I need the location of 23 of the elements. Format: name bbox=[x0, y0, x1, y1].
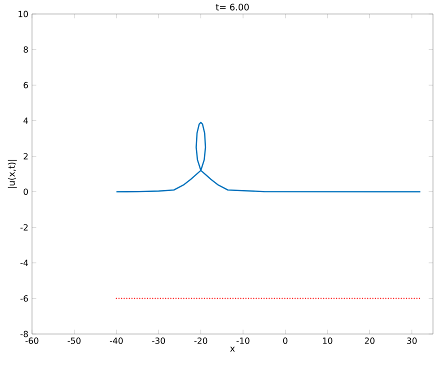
x-tick-label: -50 bbox=[68, 338, 81, 344]
y-tick-label: 4 bbox=[24, 118, 28, 124]
x-tick-label: 30 bbox=[407, 338, 417, 344]
y-tick-label: 8 bbox=[24, 46, 28, 53]
y-tick-label: 10 bbox=[18, 10, 28, 18]
x-tick-label: -30 bbox=[152, 338, 165, 344]
y-tick-label: 2 bbox=[24, 153, 28, 160]
x-tick-label: -40 bbox=[110, 338, 123, 344]
x-tick-label: 0 bbox=[283, 338, 288, 344]
y-tick-label: -2 bbox=[20, 224, 28, 230]
y-tick-label: 6 bbox=[24, 82, 28, 88]
chart-title: t= 6.00 bbox=[216, 4, 249, 10]
y-tick-label: -6 bbox=[20, 295, 28, 302]
y-axis-title: |u(x,t)| bbox=[8, 160, 17, 188]
y-tick-label: -4 bbox=[20, 260, 28, 266]
y-tick-label: -8 bbox=[20, 330, 28, 338]
x-tick-label: 20 bbox=[364, 338, 375, 344]
y-tick-label: 0 bbox=[24, 188, 28, 195]
x-tick-label: -60 bbox=[25, 338, 38, 344]
x-tick-label: -20 bbox=[194, 338, 208, 344]
x-tick-label: 10 bbox=[323, 338, 332, 344]
x-tick-label: -10 bbox=[236, 338, 250, 344]
x-axis-title: x bbox=[230, 346, 235, 352]
